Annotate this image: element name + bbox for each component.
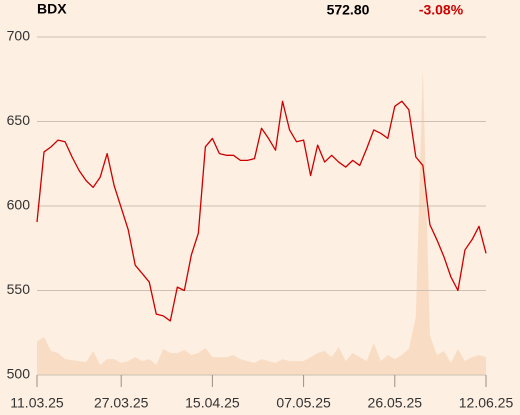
x-tick-label: 26.05.25	[368, 395, 423, 411]
price-line	[36, 100, 487, 322]
x-tick-label: 12.06.25	[459, 395, 514, 411]
x-tick-label: 11.03.25	[10, 395, 64, 411]
y-tick-label: 600	[7, 197, 31, 213]
x-tick-label: 07.05.25	[276, 395, 331, 411]
y-tick-label: 500	[7, 366, 31, 382]
y-tick-label: 550	[7, 281, 31, 297]
last-price: 572.80	[327, 2, 370, 18]
x-tick-label: 27.03.25	[94, 395, 149, 411]
y-tick-label: 650	[7, 112, 31, 128]
y-tick-label: 700	[7, 28, 31, 44]
x-tick-label: 15.04.25	[185, 395, 240, 411]
ticker: BDX	[37, 1, 67, 17]
price-change: -3.08%	[419, 2, 464, 18]
